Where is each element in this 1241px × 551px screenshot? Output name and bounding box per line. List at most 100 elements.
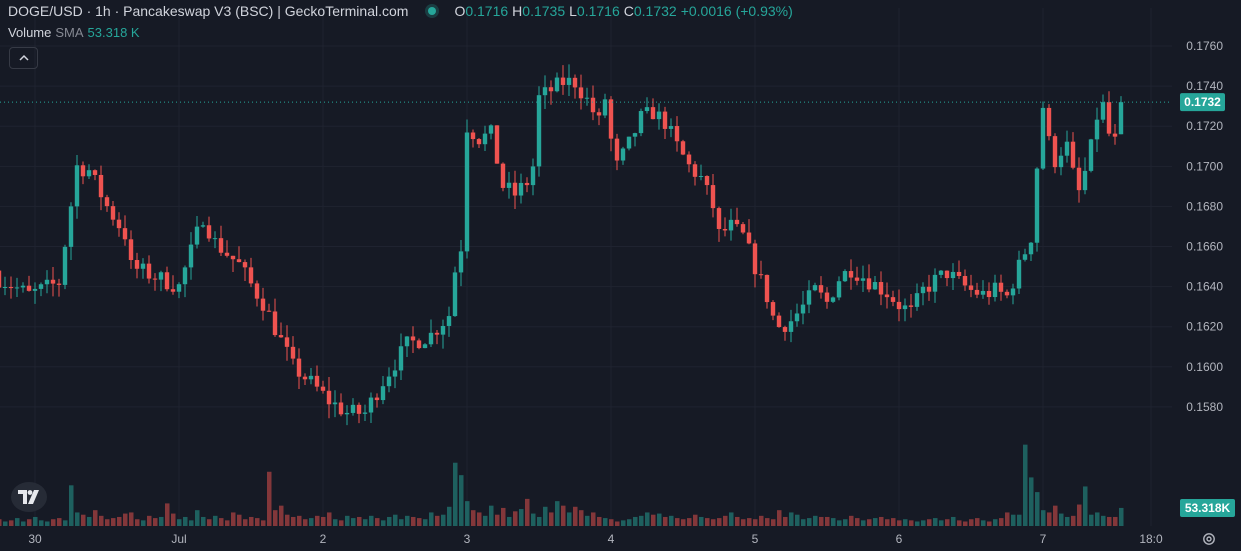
volume-bar — [3, 521, 8, 526]
candle — [422, 343, 428, 349]
collapse-legend-button[interactable] — [9, 47, 38, 69]
candle-body — [38, 284, 44, 289]
candle — [80, 161, 86, 185]
candle-body — [1058, 155, 1064, 168]
candle-body — [944, 270, 950, 279]
candle — [272, 298, 278, 337]
volume-bar — [741, 519, 746, 526]
volume-bar — [1101, 515, 1106, 526]
candle — [374, 393, 380, 408]
candle — [308, 368, 314, 385]
candle — [800, 291, 806, 325]
candle — [1040, 101, 1046, 170]
candle-body — [1088, 139, 1094, 171]
candle-body — [488, 125, 494, 134]
candle-body — [344, 412, 350, 415]
volume-bar — [39, 520, 44, 526]
candle-body — [8, 287, 14, 289]
candle-body — [356, 404, 362, 414]
volume-bar — [423, 519, 428, 526]
candle-body — [224, 252, 230, 256]
candle — [128, 230, 134, 269]
volume-bar — [495, 514, 500, 526]
candle — [344, 405, 350, 426]
candle — [920, 282, 926, 306]
volume-bar — [273, 510, 278, 526]
price-axis-label: 0.1720 — [1186, 119, 1223, 133]
market-status-dot — [428, 7, 437, 15]
candle — [116, 212, 122, 237]
candle — [152, 273, 158, 291]
candle — [662, 106, 668, 139]
volume-bar — [729, 512, 734, 526]
candle-body — [68, 206, 74, 247]
candle-body — [26, 285, 32, 291]
candle — [902, 298, 908, 322]
candle — [470, 129, 476, 148]
volume-bar — [711, 519, 716, 526]
volume-bar — [867, 519, 872, 526]
candle — [398, 333, 404, 380]
candle-body — [914, 293, 920, 307]
candle-body — [386, 376, 392, 387]
candle-body — [0, 270, 2, 288]
candle-body — [560, 77, 566, 85]
candle — [824, 287, 830, 309]
candle — [92, 169, 98, 181]
candle — [206, 216, 212, 242]
candle — [740, 221, 746, 235]
candle — [632, 132, 638, 147]
candle — [866, 264, 872, 293]
candle — [542, 75, 548, 110]
volume-bar — [765, 518, 770, 526]
candle-body — [830, 297, 836, 302]
volume-bar — [405, 515, 410, 526]
volume-bar — [363, 519, 368, 526]
candle — [704, 175, 710, 195]
volume-bar — [951, 516, 956, 526]
candle — [860, 265, 866, 292]
candle — [488, 124, 494, 140]
candle-body — [194, 226, 200, 245]
candle-body — [812, 285, 818, 291]
candle — [464, 119, 470, 259]
candle — [362, 404, 368, 421]
volume-bar — [519, 509, 524, 526]
tradingview-logo-icon[interactable] — [11, 482, 47, 512]
candle — [944, 270, 950, 287]
volume-bar — [123, 513, 128, 526]
grid-lines — [0, 8, 1172, 526]
candle — [578, 74, 584, 110]
volume-bar — [315, 515, 320, 526]
volume-bar — [777, 510, 782, 526]
candle-body — [608, 99, 614, 139]
volume-bar — [207, 519, 212, 526]
volume-bar — [279, 505, 284, 526]
chart-header: DOGE/USD · 1h · Pancakeswap V3 (BSC) | G… — [8, 1, 793, 21]
candle-body — [254, 283, 260, 299]
high-label: H — [512, 3, 523, 19]
candle-body — [674, 126, 680, 142]
candle — [0, 270, 2, 288]
candle-body — [380, 386, 386, 401]
candle — [584, 87, 590, 106]
time-axis: 30 Jul 2 3 4 5 6 7 18:0 — [28, 532, 1163, 546]
volume-bar — [921, 520, 926, 526]
candle — [776, 312, 782, 328]
candle — [710, 173, 716, 218]
volume-bar — [399, 519, 404, 526]
time-axis-label: 2 — [320, 532, 327, 546]
symbol-title: DOGE/USD · 1h · Pancakeswap V3 (BSC) | G… — [8, 3, 409, 19]
candle-body — [818, 285, 824, 293]
volume-bar — [639, 515, 644, 526]
candle-body — [920, 286, 926, 294]
candle — [788, 309, 794, 343]
volume-bar — [435, 515, 440, 526]
candle — [626, 136, 632, 151]
candles-series — [0, 64, 1124, 426]
axis-settings-button[interactable] — [1200, 530, 1218, 548]
candle — [74, 155, 80, 219]
volume-bar — [477, 512, 482, 526]
